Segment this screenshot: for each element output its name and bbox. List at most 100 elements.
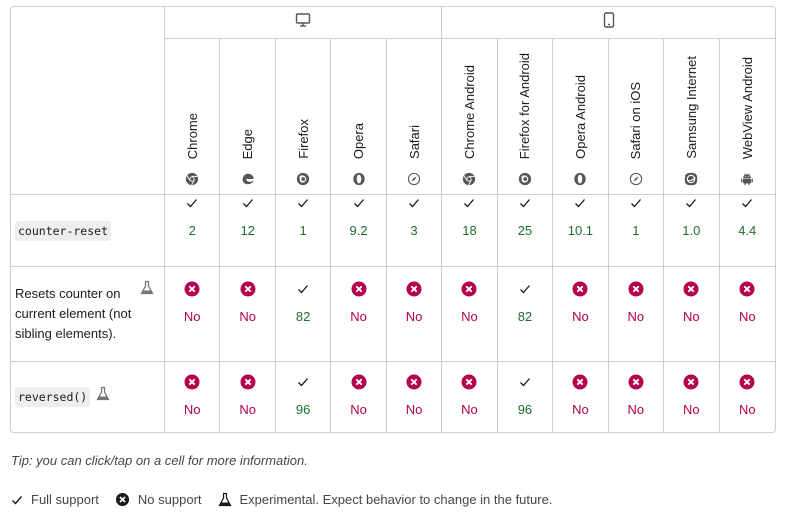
flask-icon: [217, 492, 232, 507]
support-cell[interactable]: No: [387, 362, 443, 432]
support-cell[interactable]: No: [386, 267, 443, 362]
android-logo-icon: [741, 173, 754, 186]
support-cell[interactable]: No: [331, 362, 387, 432]
support-cell[interactable]: 4.4: [719, 195, 775, 267]
cross-circle-icon: [628, 281, 644, 297]
legend-full-support: Full support: [11, 492, 99, 507]
tip-text: Tip: you can click/tap on a cell for mor…: [11, 453, 308, 468]
check-icon: [409, 199, 420, 208]
check-icon: [742, 199, 753, 208]
table-corner: [11, 7, 165, 195]
cross-circle-icon: [683, 281, 699, 297]
browser-name: Safari on iOS: [628, 81, 644, 159]
support-cell[interactable]: No: [609, 362, 665, 432]
browser-compat-table: Chrome Edge Firefox Opera Safari Chrome Andro…: [10, 6, 776, 433]
samsung-logo-icon: [685, 172, 698, 186]
check-icon: [298, 378, 309, 387]
support-cell[interactable]: No: [220, 267, 276, 362]
support-cell[interactable]: No: [719, 267, 775, 362]
no-support-label: No: [738, 402, 756, 417]
browser-header-edge: Edge: [220, 39, 276, 195]
support-cell[interactable]: No: [608, 267, 665, 362]
safari-logo-icon: [629, 172, 642, 186]
support-cell[interactable]: No: [220, 362, 276, 432]
feature-row: Resets counter on current element (not s…: [11, 267, 775, 362]
version-added: 12: [240, 223, 255, 238]
version-added: 9.2: [349, 223, 368, 238]
support-cell[interactable]: 82: [275, 267, 332, 362]
check-icon: [298, 199, 309, 208]
check-icon: [242, 199, 253, 208]
cross-circle-icon: [184, 281, 200, 297]
experimental-flask-icon: [96, 386, 110, 401]
cross-circle-icon: [406, 281, 422, 297]
support-cell[interactable]: 9.2: [331, 195, 387, 267]
check-icon: [575, 199, 586, 208]
support-cell[interactable]: No: [664, 362, 720, 432]
check-icon: [686, 199, 697, 208]
no-support-label: No: [572, 402, 589, 417]
browser-name: Chrome: [184, 112, 200, 159]
cross-circle-icon: [240, 281, 256, 297]
support-cell[interactable]: 2: [165, 195, 221, 267]
support-cell[interactable]: 3: [386, 195, 443, 267]
no-support-label: No: [461, 402, 478, 417]
support-cell[interactable]: 96: [498, 362, 554, 432]
support-cell[interactable]: 12: [220, 195, 276, 267]
cross-circle-icon: [240, 374, 256, 390]
browser-header-row: Chrome Edge Firefox Opera Safari Chrome Andro…: [11, 39, 775, 195]
platform-mobile: [442, 7, 775, 39]
support-cell[interactable]: No: [720, 362, 775, 432]
browser-name: Opera Android: [572, 75, 588, 159]
safari-logo-icon: [407, 172, 421, 186]
cross-circle-icon: [351, 374, 367, 390]
feature-row: counter-reset 2 12 1 9.2 3 18 25 10.1 1 1.0 4.4: [11, 195, 775, 267]
feature-name: Resets counter on current element (not s…: [15, 286, 132, 341]
support-cell[interactable]: No: [553, 267, 609, 362]
browser-header-samsung-internet: Samsung Internet: [664, 39, 720, 195]
support-cell[interactable]: 1: [275, 195, 332, 267]
cross-circle-icon: [572, 281, 588, 297]
no-support-label: No: [627, 402, 645, 417]
legend-experimental-label: Experimental. Expect behavior to change …: [239, 492, 553, 507]
browser-header-safari-on-ios: Safari on iOS: [608, 39, 665, 195]
check-icon: [464, 199, 475, 208]
support-cell[interactable]: No: [165, 362, 221, 432]
version-added: 82: [517, 309, 533, 324]
no-support-label: No: [682, 402, 700, 417]
support-cell[interactable]: 18: [442, 195, 498, 267]
support-cell[interactable]: 1: [608, 195, 665, 267]
support-cell[interactable]: 10.1: [553, 195, 609, 267]
version-added: 1: [632, 223, 640, 238]
no-support-label: No: [405, 309, 423, 324]
firefox-logo-icon: [518, 172, 532, 186]
version-added: 2: [188, 223, 196, 238]
browser-header-chrome-android: Chrome Android: [442, 39, 498, 195]
cross-circle-icon: [572, 374, 588, 390]
legend: Full support No support Experimental. Ex…: [11, 492, 568, 507]
support-cell[interactable]: 1.0: [664, 195, 720, 267]
browser-header-safari: Safari: [386, 39, 443, 195]
support-cell[interactable]: No: [553, 362, 609, 432]
version-added: 1.0: [682, 223, 701, 238]
support-cell[interactable]: No: [165, 267, 221, 362]
version-added: 1: [299, 223, 307, 238]
version-added: 18: [462, 223, 477, 238]
feature-name-cell: counter-reset: [11, 195, 165, 267]
no-support-label: No: [350, 309, 367, 324]
browser-header-firefox: Firefox: [275, 39, 332, 195]
no-support-label: No: [183, 309, 201, 324]
support-cell[interactable]: 82: [497, 267, 554, 362]
version-added: 3: [410, 223, 418, 238]
version-added: 96: [295, 402, 311, 417]
experimental-flask-icon: [140, 280, 154, 295]
support-cell[interactable]: 96: [276, 362, 332, 432]
support-cell[interactable]: 25: [497, 195, 554, 267]
check-icon: [519, 378, 530, 387]
support-cell[interactable]: No: [442, 362, 498, 432]
browser-name: Firefox: [295, 119, 311, 159]
firefox-logo-icon: [297, 172, 310, 186]
support-cell[interactable]: No: [664, 267, 720, 362]
support-cell[interactable]: No: [442, 267, 498, 362]
support-cell[interactable]: No: [331, 267, 387, 362]
